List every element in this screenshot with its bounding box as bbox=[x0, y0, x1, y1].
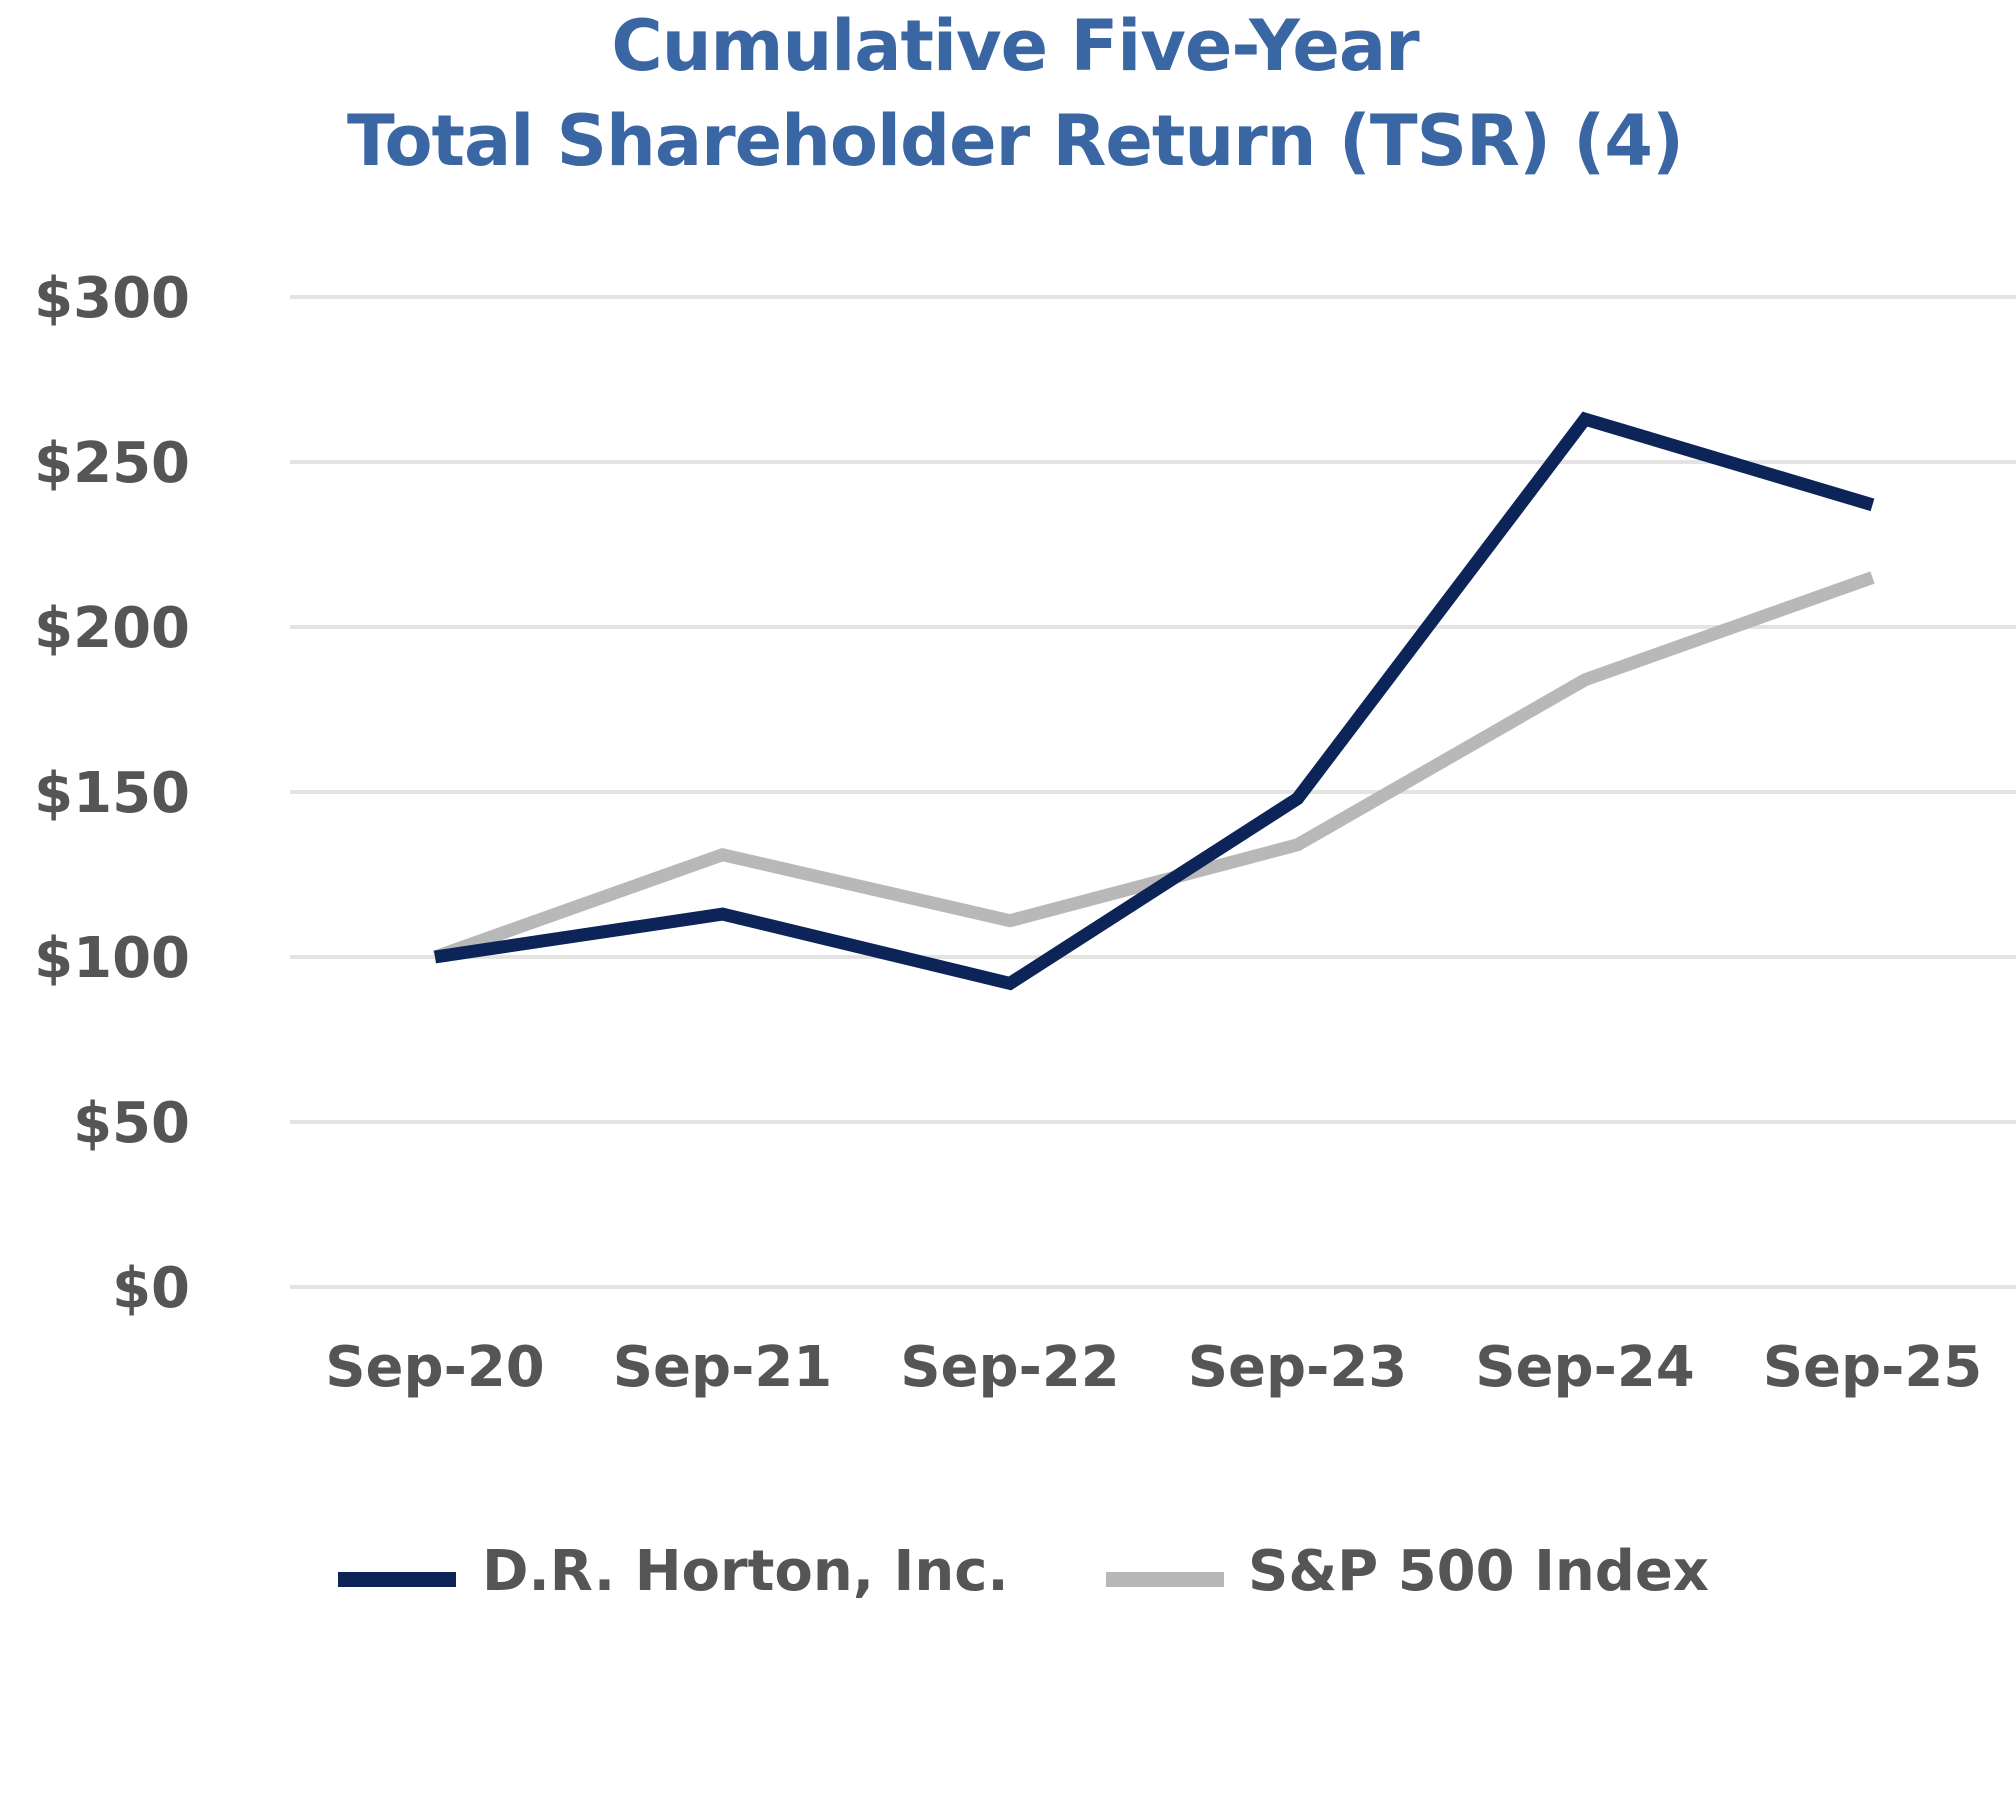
legend-item-sp500: S&P 500 Index bbox=[1106, 1539, 1709, 1604]
y-tick-label: $50 bbox=[73, 1091, 190, 1156]
chart-title-line-2: Total Shareholder Return (TSR) (4) bbox=[347, 100, 1683, 182]
chart-title-line-1: Cumulative Five-Year bbox=[611, 5, 1420, 87]
x-tick-label: Sep-22 bbox=[900, 1335, 1120, 1400]
x-tick-label: Sep-21 bbox=[613, 1335, 833, 1400]
legend-label: S&P 500 Index bbox=[1248, 1539, 1709, 1604]
x-tick-label: Sep-23 bbox=[1188, 1335, 1408, 1400]
y-tick-label: $300 bbox=[34, 266, 190, 331]
x-axis-tick-labels: Sep-20 Sep-21 Sep-22 Sep-23 Sep-24 Sep-25 bbox=[325, 1335, 1982, 1400]
series-line-dr-horton bbox=[434, 411, 1875, 991]
y-tick-label: $100 bbox=[34, 926, 190, 991]
x-tick-label: Sep-20 bbox=[325, 1335, 545, 1400]
legend-item-dr-horton: D.R. Horton, Inc. bbox=[338, 1539, 1009, 1604]
series-lines bbox=[432, 411, 1875, 991]
y-tick-label: $200 bbox=[34, 596, 190, 661]
legend: D.R. Horton, Inc. S&P 500 Index bbox=[338, 1539, 1709, 1604]
gridlines bbox=[290, 295, 2016, 1289]
legend-swatch bbox=[338, 1572, 456, 1587]
y-tick-label: $250 bbox=[34, 431, 190, 496]
chart-title: Cumulative Five-Year Total Shareholder Re… bbox=[347, 5, 1684, 182]
series-line-sp500 bbox=[432, 571, 1875, 964]
x-tick-label: Sep-24 bbox=[1475, 1335, 1695, 1400]
y-tick-label: $150 bbox=[34, 761, 190, 826]
y-tick-label: $0 bbox=[112, 1256, 190, 1321]
legend-label: D.R. Horton, Inc. bbox=[482, 1539, 1009, 1604]
legend-swatch bbox=[1106, 1572, 1224, 1587]
x-tick-label: Sep-25 bbox=[1763, 1335, 1983, 1400]
y-axis-tick-labels: $0 $50 $100 $150 $200 $250 $300 bbox=[34, 266, 190, 1321]
